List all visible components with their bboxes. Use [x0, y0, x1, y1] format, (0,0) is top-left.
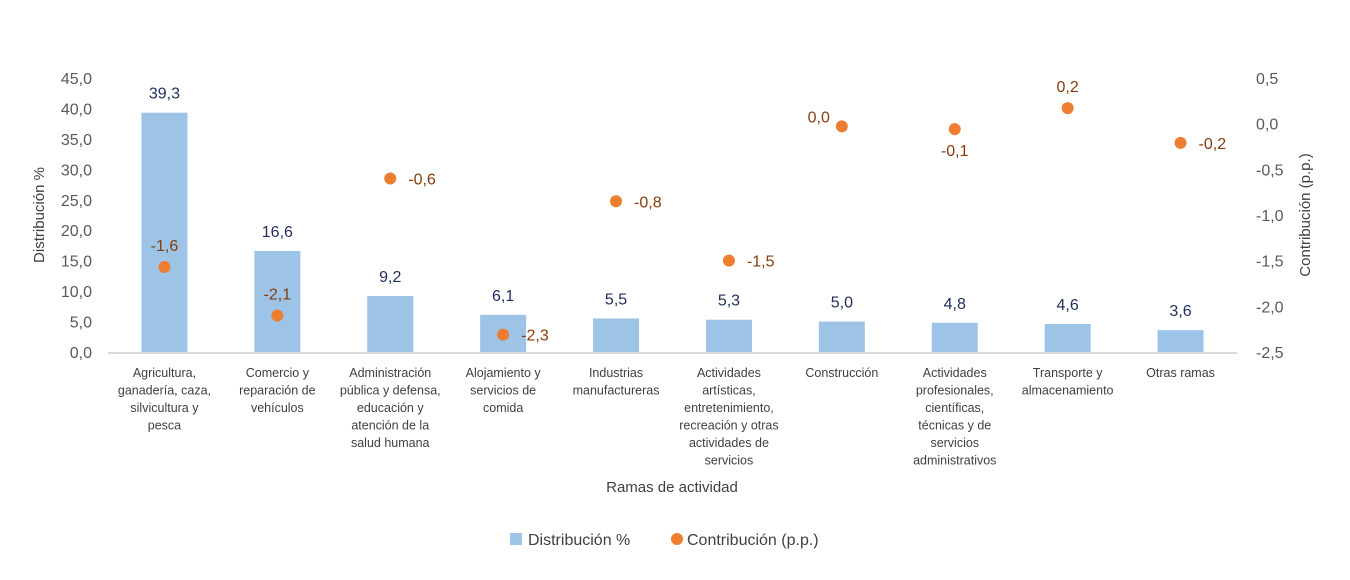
left-tick-label: 45,0: [61, 71, 92, 88]
left-tick-label: 5,0: [70, 315, 92, 332]
scatter-data-label: 0,0: [808, 109, 830, 126]
category-label: recreación y otras: [679, 419, 778, 433]
category-label: Otras ramas: [1146, 366, 1215, 380]
right-tick-label: -0,5: [1256, 162, 1284, 179]
category-label: Alojamiento y: [466, 366, 542, 380]
bar-data-label: 5,3: [718, 293, 740, 310]
category-label: servicios: [705, 454, 754, 468]
left-tick-label: 10,0: [61, 284, 92, 301]
category-label: Actividades: [923, 366, 987, 380]
bar-data-label: 6,1: [492, 288, 514, 305]
category-label: Agricultura,: [133, 366, 196, 380]
category-label: Construcción: [805, 366, 878, 380]
category-label: administrativos: [913, 454, 996, 468]
scatter-point: [497, 328, 510, 341]
category-label: salud humana: [351, 436, 430, 450]
scatter-point: [384, 172, 397, 185]
bar-data-label: 4,8: [944, 296, 966, 313]
category-label: Comercio y: [246, 366, 310, 380]
category-label: pesca: [148, 419, 181, 433]
category-label: actividades de: [689, 436, 769, 450]
bar-data-label: 4,6: [1057, 297, 1079, 314]
category-label: Actividades: [697, 366, 761, 380]
x-axis-title: Ramas de actividad: [606, 479, 738, 496]
bar: [705, 319, 752, 352]
bar: [141, 112, 188, 352]
bar-data-label: 16,6: [262, 224, 293, 241]
left-tick-label: 20,0: [61, 223, 92, 240]
scatter-data-label: -2,1: [264, 286, 292, 303]
category-label: educación y: [357, 401, 424, 415]
scatter-point: [835, 120, 848, 133]
bar: [1044, 323, 1091, 352]
category-label: pública y defensa,: [340, 384, 441, 398]
category-label: servicios: [930, 436, 979, 450]
right-tick-label: -1,0: [1256, 208, 1284, 225]
right-axis-title: Contribución (p.p.): [1297, 153, 1314, 276]
category-label: Industrias: [589, 366, 643, 380]
scatter-data-label: -0,8: [634, 194, 662, 211]
category-label: profesionales,: [916, 384, 994, 398]
category-label: científicas,: [925, 401, 984, 415]
left-tick-label: 0,0: [70, 345, 92, 362]
scatter-data-label: -1,6: [151, 238, 179, 255]
category-label: servicios de: [470, 384, 536, 398]
scatter-point: [1174, 136, 1187, 149]
bar: [931, 322, 978, 352]
left-tick-label: 15,0: [61, 254, 92, 271]
category-label: técnicas y de: [918, 419, 991, 433]
right-tick-label: -2,0: [1256, 299, 1284, 316]
legend-label: Distribución %: [528, 532, 630, 549]
category-label: ganadería, caza,: [118, 384, 211, 398]
legend-swatch-bar: [510, 533, 522, 545]
scatter-point: [722, 254, 735, 267]
bar-data-label: 3,6: [1169, 303, 1191, 320]
bar-data-label: 5,5: [605, 292, 627, 309]
scatter-point: [1061, 102, 1074, 115]
bar: [254, 250, 301, 352]
scatter-data-label: -0,2: [1199, 136, 1227, 153]
right-tick-label: 0,5: [1256, 71, 1278, 88]
scatter-point: [610, 195, 623, 208]
category-label: manufactureras: [573, 384, 660, 398]
category-label: Administración: [349, 366, 431, 380]
bar: [1157, 330, 1204, 352]
category-label: vehículos: [251, 401, 304, 415]
legend-label: Contribución (p.p.): [687, 532, 819, 549]
scatter-data-label: -0,1: [941, 143, 969, 160]
category-label: artísticas,: [702, 384, 756, 398]
bar-data-label: 5,0: [831, 295, 853, 312]
bar: [593, 318, 640, 352]
bar-data-label: 9,2: [379, 269, 401, 286]
left-tick-label: 25,0: [61, 193, 92, 210]
left-axis-title: Distribución %: [31, 167, 48, 263]
scatter-data-label: -1,5: [747, 254, 775, 271]
category-label: entretenimiento,: [684, 401, 774, 415]
left-tick-label: 30,0: [61, 162, 92, 179]
category-label: silvicultura y: [130, 401, 199, 415]
category-label: almacenamiento: [1022, 384, 1114, 398]
category-label: atención de la: [351, 419, 429, 433]
left-tick-label: 35,0: [61, 132, 92, 149]
scatter-point: [271, 309, 284, 322]
scatter-data-label: -0,6: [408, 171, 436, 188]
category-label: reparación de: [239, 384, 315, 398]
right-tick-label: 0,0: [1256, 117, 1278, 134]
bar-data-label: 39,3: [149, 86, 180, 103]
left-tick-label: 40,0: [61, 101, 92, 118]
scatter-point: [948, 123, 961, 136]
right-tick-label: -1,5: [1256, 254, 1284, 271]
scatter-data-label: -2,3: [521, 328, 549, 345]
scatter-data-label: 0,2: [1057, 79, 1079, 96]
bar: [818, 321, 865, 352]
legend-swatch-dot: [671, 533, 683, 545]
right-tick-label: -2,5: [1256, 345, 1284, 362]
scatter-point: [158, 261, 171, 274]
category-label: comida: [483, 401, 523, 415]
category-label: Transporte y: [1033, 366, 1103, 380]
bar: [367, 295, 414, 352]
